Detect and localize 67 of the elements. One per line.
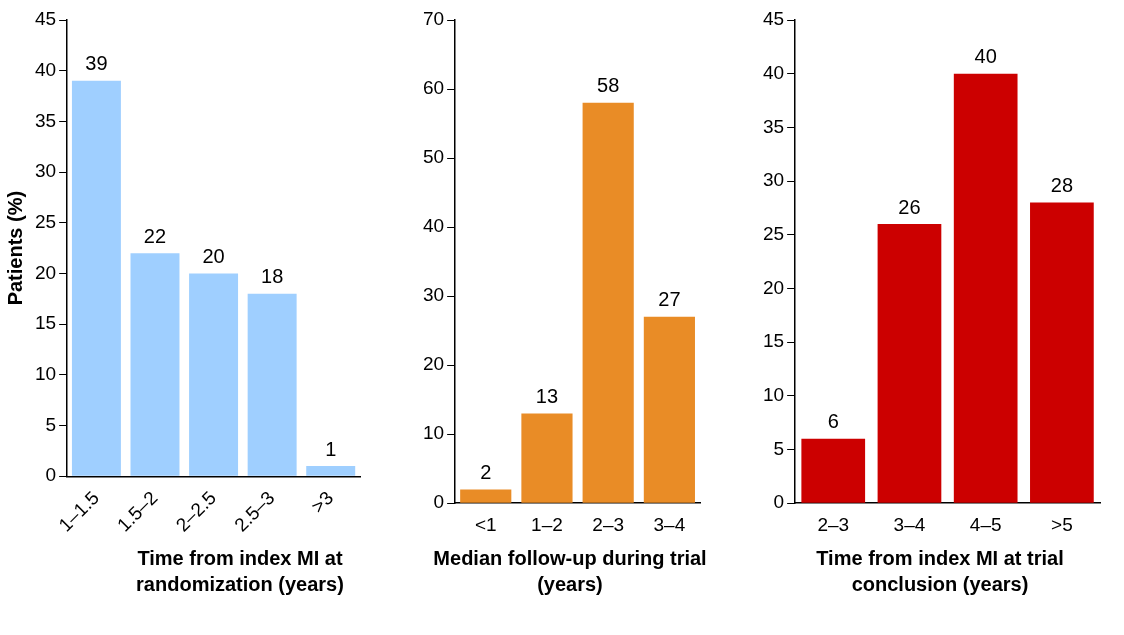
y-tick-label: 50 [422,146,445,168]
bar [130,253,180,476]
y-tick-label: 0 [433,491,445,513]
y-tick-label: 30 [422,284,445,306]
y-tick-label: 30 [34,160,57,182]
bar [877,224,942,503]
y-tick-label: 20 [762,276,785,298]
y-tick-label: 15 [762,330,785,352]
bar [460,489,512,503]
data-label: 27 [658,288,681,311]
x-tick-label: 3–4 [893,513,926,535]
y-tick-label: 20 [422,353,445,375]
y-tick-label: 25 [762,222,785,244]
y-tick-label: 20 [34,261,57,283]
y-tick-label: 35 [34,109,57,131]
y-tick-label: 5 [45,413,57,435]
y-tick-label: 5 [773,437,785,459]
x-axis-title: Median follow-up during trial (years) [432,546,708,597]
bar [306,466,356,476]
data-label: 22 [143,224,167,247]
y-tick-label: 40 [34,58,57,80]
y-tick-label: 0 [45,464,57,486]
x-tick-label: >3 [307,487,338,518]
x-axis-title: Time from index MI at trial conclusion (years) [815,546,1065,597]
bar [643,316,695,503]
bar [71,80,121,476]
y-tick-label: 45 [34,8,57,30]
data-label: 13 [535,384,559,407]
data-label: 2 [480,460,492,483]
data-label: 39 [85,52,108,75]
x-tick-label: 3–4 [653,513,686,535]
data-label: 28 [1050,174,1074,197]
y-tick-label: 0 [773,491,785,513]
y-tick-label: 15 [34,312,57,334]
bar [801,438,866,503]
y-tick-label: 40 [422,215,445,237]
bar [953,73,1018,503]
y-axis-title: Patients (%) [3,190,26,306]
y-tick-label: 10 [762,384,785,406]
y-tick-label: 60 [422,77,445,99]
x-tick-label: 4–5 [969,513,1002,535]
y-tick-label: 45 [762,8,785,30]
x-axis-title: Time from index MI at randomization (years) [135,546,345,597]
data-label: 20 [202,244,225,267]
data-label: 58 [597,74,620,97]
x-tick-label: 1–2 [531,513,563,535]
y-tick-label: 30 [762,169,785,191]
data-label: 1 [325,437,337,460]
y-tick-label: 10 [422,422,445,444]
bar [1030,202,1094,503]
y-tick-label: 40 [762,61,785,83]
data-label: 18 [261,265,284,288]
x-tick-label: <1 [474,513,497,535]
bar [247,293,297,476]
x-tick-label: 2–3 [817,513,850,535]
y-tick-label: 25 [34,211,57,233]
y-tick-label: 35 [762,115,785,137]
bar [521,413,573,503]
x-tick-label: 2–3 [592,513,625,535]
bar [189,273,239,476]
y-tick-label: 70 [422,8,445,30]
data-label: 6 [827,410,839,433]
y-tick-label: 10 [34,363,57,385]
x-tick-label: >5 [1051,513,1073,535]
data-label: 40 [974,45,997,68]
bar [582,102,634,503]
data-label: 26 [898,195,921,218]
